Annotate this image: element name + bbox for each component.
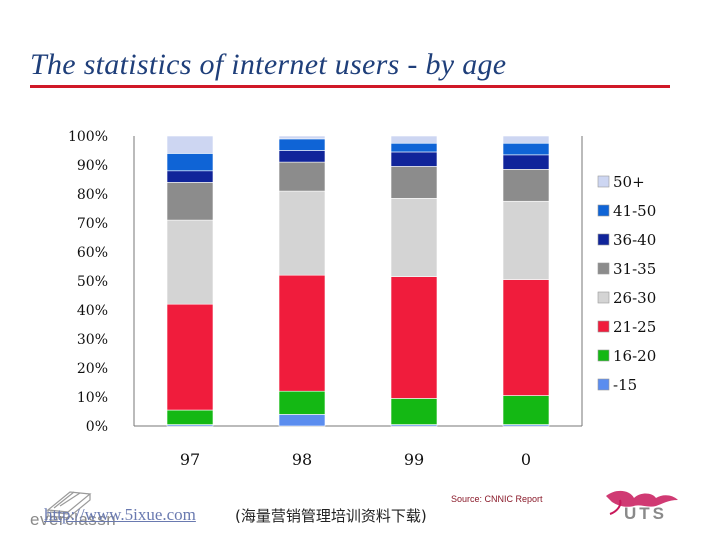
y-tick-label: 60% [77,245,108,261]
legend-swatch [597,262,610,275]
bar-segment-41-50 [502,142,550,156]
website-note: (海量营销管理培训资料下载) [235,507,427,525]
legend-label: 50+ [613,173,645,191]
y-tick-label: 40% [77,303,108,319]
legend-swatch [597,291,610,304]
chart-legend: 50+ 41-50 36-40 31-35 26-30 21-25 16-20 -15 [597,173,656,394]
legend-label: 41-50 [613,202,656,220]
bar-segment-36-40 [390,151,438,167]
website-link[interactable]: http://www.5ixue.com [44,505,196,524]
y-tick-label: 50% [77,274,108,290]
x-tick-label: 97 [180,450,200,469]
bar-segment-26-30 [390,198,438,277]
bar-segment-31-35 [390,166,438,199]
legend-label: 36-40 [613,231,656,249]
bar-segment-16-20 [390,398,438,425]
source-caption: Source: CNNIC Report [451,494,543,504]
bar-segment-50+ [502,135,550,144]
legend-swatch [597,204,610,217]
bar-segment-21-25 [502,279,550,396]
bar-segment-16-20 [502,395,550,425]
bar-segment-31-35 [278,161,326,192]
y-axis-ticks: 0% 10% 20% 30% 40% 50% 60% 70% 80% 90% 100% [68,129,108,435]
x-tick-label: 99 [404,450,424,469]
y-tick-label: 80% [77,187,108,203]
legend-label: 31-35 [613,260,656,278]
legend-label: 26-30 [613,289,656,307]
y-tick-label: 10% [77,390,108,406]
everclassn-logo-icon [46,491,92,519]
bar-segment-26-30 [502,200,550,280]
bar-stacks [166,135,550,427]
legend-swatch [597,233,610,246]
slide-title: The statistics of internet users - by ag… [30,48,507,81]
bar-segment-16-20 [278,390,326,415]
x-tick-label: 0 [521,450,531,469]
bar-segment-50+ [390,135,438,144]
bar-segment-36-40 [166,170,214,183]
bar-segment-21-25 [166,303,214,411]
bar-segment-41-50 [390,142,438,153]
bar-segment-41-50 [278,138,326,151]
x-tick-label: 98 [292,450,312,469]
bar-segment-21-25 [278,274,326,392]
legend-swatch [597,378,610,391]
bar-segment-50+ [166,135,214,154]
legend-label: 21-25 [613,318,656,336]
legend-swatch [597,175,610,188]
x-axis-labels: 97 98 99 0 [180,450,531,469]
y-tick-label: 30% [77,332,108,348]
title-underline [30,85,670,88]
legend-swatch [597,349,610,362]
legend-swatch [597,320,610,333]
bar-segment-36-40 [278,150,326,163]
bar-segment-50+ [278,135,326,140]
y-tick-label: 100% [68,129,108,145]
legend-label: 16-20 [613,347,656,365]
y-tick-label: 90% [77,158,108,174]
y-tick-label: 0% [86,419,108,435]
uts-logo-text: UTS [624,504,667,523]
bar-segment-26-30 [278,190,326,276]
bar-segment-36-40 [502,154,550,170]
bar-segment--15 [278,414,326,427]
everclassn-logo-text: everclassn [30,510,117,529]
bar-segment-41-50 [166,153,214,172]
bar-segment-31-35 [502,169,550,202]
bar-segment-16-20 [166,409,214,425]
legend-label: -15 [613,376,637,394]
y-tick-label: 20% [77,361,108,377]
y-tick-label: 70% [77,216,108,232]
bar-segment-26-30 [166,219,214,305]
bar-segment-31-35 [166,182,214,221]
bar-segment-21-25 [390,276,438,399]
uts-dragon-logo-icon [606,490,678,515]
